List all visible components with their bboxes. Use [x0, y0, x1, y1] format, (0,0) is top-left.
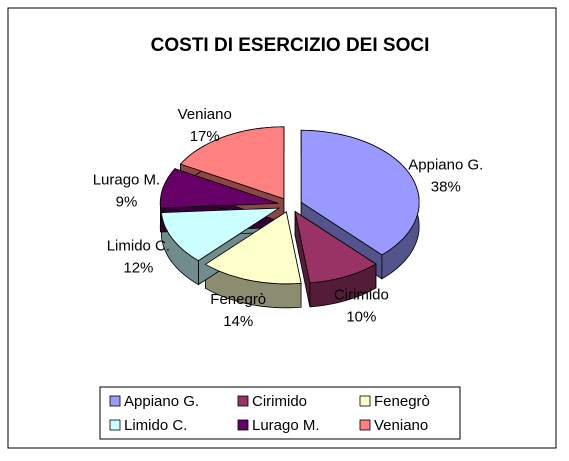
- slice-tops: [159, 126, 420, 285]
- chart-title: COSTI DI ESERCIZIO DEI SOCI: [151, 35, 430, 56]
- slice-label-value: 38%: [431, 178, 461, 195]
- legend-swatch: [237, 419, 249, 431]
- legend-swatch: [359, 419, 371, 431]
- slice-label-value: 9%: [116, 194, 138, 211]
- legend-label: Cirimido: [252, 393, 307, 410]
- legend-label: Appiano G.: [124, 393, 199, 410]
- slice-label-value: 14%: [223, 313, 253, 330]
- legend-swatch: [359, 395, 371, 407]
- slice-label-value: 17%: [190, 128, 220, 145]
- slice-label-name: Lurago M.: [93, 172, 161, 189]
- slice-label-value: 12%: [123, 260, 153, 277]
- legend-label: Lurago M.: [252, 417, 320, 434]
- legend-label: Veniano: [374, 417, 428, 434]
- legend-label: Fenegrò: [374, 393, 430, 410]
- slice: [159, 168, 279, 209]
- legend-box: [99, 386, 461, 440]
- slice: [160, 207, 281, 262]
- slice-label-name: Veniano: [178, 106, 232, 123]
- legend-swatch: [109, 395, 121, 407]
- legend-swatch: [109, 419, 121, 431]
- slice: [179, 126, 285, 200]
- legend-label: Limido C.: [124, 417, 187, 434]
- legend-swatch: [237, 395, 249, 407]
- slice: [300, 129, 420, 256]
- slice-label-value: 10%: [346, 308, 376, 325]
- slice-label-name: Appiano G.: [408, 156, 483, 173]
- slice: [294, 210, 377, 284]
- slice-label-name: Cirimido: [334, 286, 389, 303]
- slice: [204, 211, 302, 285]
- slice-label-name: Limido C.: [107, 238, 170, 255]
- slice-label-name: Fenegrò: [210, 291, 266, 308]
